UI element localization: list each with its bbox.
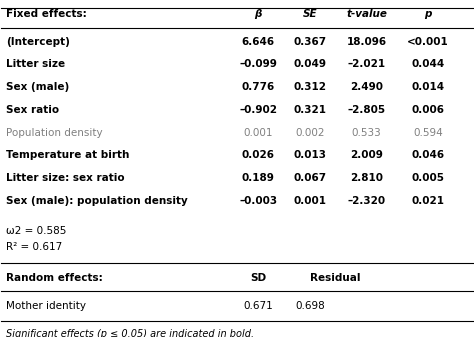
Text: R² = 0.617: R² = 0.617 (6, 242, 63, 252)
Text: 2.810: 2.810 (350, 173, 383, 183)
Text: Mother identity: Mother identity (6, 301, 86, 311)
Text: –2.021: –2.021 (347, 59, 386, 69)
Text: 0.046: 0.046 (411, 150, 445, 160)
Text: Litter size: sex ratio: Litter size: sex ratio (6, 173, 125, 183)
Text: SD: SD (250, 273, 266, 283)
Text: 0.049: 0.049 (293, 59, 327, 69)
Text: ω2 = 0.585: ω2 = 0.585 (6, 226, 66, 236)
Text: p: p (424, 9, 431, 19)
Text: 0.013: 0.013 (293, 150, 327, 160)
Text: Significant effects (p ≤ 0.05) are indicated in bold.: Significant effects (p ≤ 0.05) are indic… (6, 329, 254, 337)
Text: 0.002: 0.002 (295, 127, 325, 137)
Text: –0.003: –0.003 (239, 196, 277, 206)
Text: 0.367: 0.367 (293, 37, 327, 47)
Text: 0.001: 0.001 (244, 127, 273, 137)
Text: Population density: Population density (6, 127, 103, 137)
Text: Temperature at birth: Temperature at birth (6, 150, 129, 160)
Text: 0.044: 0.044 (411, 59, 445, 69)
Text: 0.021: 0.021 (411, 196, 444, 206)
Text: 0.026: 0.026 (242, 150, 275, 160)
Text: Sex (male): population density: Sex (male): population density (6, 196, 188, 206)
Text: β: β (255, 9, 262, 19)
Text: 0.189: 0.189 (242, 173, 274, 183)
Text: Random effects:: Random effects: (6, 273, 103, 283)
Text: 2.490: 2.490 (350, 82, 383, 92)
Text: SE: SE (303, 9, 318, 19)
Text: –2.320: –2.320 (347, 196, 386, 206)
Text: 0.005: 0.005 (411, 173, 444, 183)
Text: Fixed effects:: Fixed effects: (6, 9, 87, 19)
Text: Litter size: Litter size (6, 59, 65, 69)
Text: t-value: t-value (346, 9, 387, 19)
Text: 0.533: 0.533 (352, 127, 382, 137)
Text: –0.902: –0.902 (239, 105, 277, 115)
Text: 6.646: 6.646 (242, 37, 275, 47)
Text: <0.001: <0.001 (407, 37, 449, 47)
Text: Sex ratio: Sex ratio (6, 105, 59, 115)
Text: (Intercept): (Intercept) (6, 37, 70, 47)
Text: 0.321: 0.321 (293, 105, 327, 115)
Text: 0.776: 0.776 (242, 82, 275, 92)
Text: 0.067: 0.067 (293, 173, 327, 183)
Text: Sex (male): Sex (male) (6, 82, 69, 92)
Text: 0.698: 0.698 (295, 301, 325, 311)
Text: 0.006: 0.006 (411, 105, 444, 115)
Text: 0.001: 0.001 (293, 196, 327, 206)
Text: 2.009: 2.009 (350, 150, 383, 160)
Text: 0.671: 0.671 (243, 301, 273, 311)
Text: Residual: Residual (310, 273, 361, 283)
Text: 0.312: 0.312 (293, 82, 327, 92)
Text: 0.014: 0.014 (411, 82, 445, 92)
Text: 0.594: 0.594 (413, 127, 443, 137)
Text: –2.805: –2.805 (347, 105, 386, 115)
Text: 18.096: 18.096 (346, 37, 387, 47)
Text: –0.099: –0.099 (239, 59, 277, 69)
